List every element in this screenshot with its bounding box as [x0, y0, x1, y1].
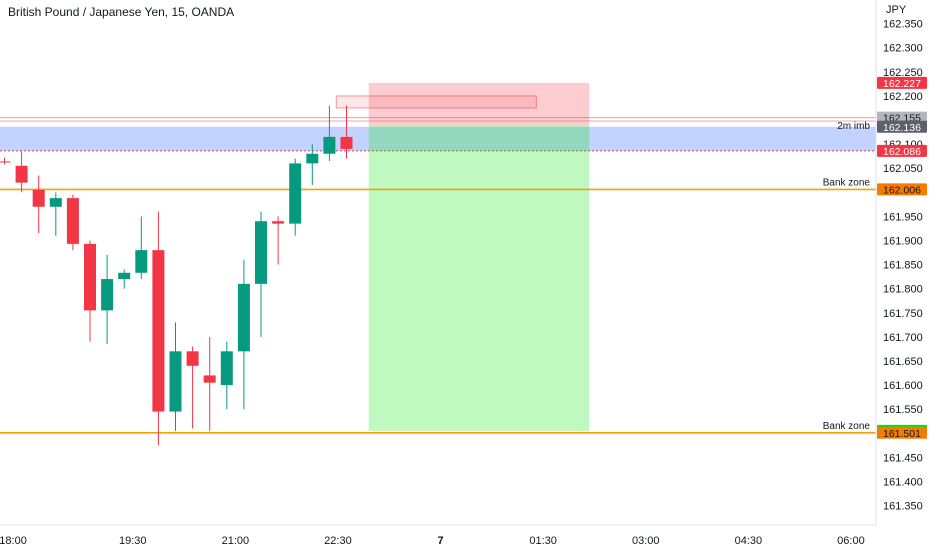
candle-body [237, 283, 250, 352]
y-tick-label: 161.800 [883, 284, 923, 296]
x-tick-label: 21:00 [222, 535, 250, 547]
y-tick-label: 161.400 [883, 476, 923, 488]
price-tag [877, 144, 927, 157]
price-tag [877, 76, 927, 89]
stop-loss-zone[interactable] [368, 82, 590, 126]
imbalance-label: 2m imb [837, 121, 870, 132]
candle-body [84, 243, 96, 311]
bank-zone-label-2: Bank zone [823, 421, 871, 432]
candle-body [220, 351, 233, 386]
x-tick-label: 7 [437, 535, 443, 547]
candle-body [272, 221, 285, 224]
y-tick-label: 161.650 [883, 356, 923, 368]
candle-body [289, 163, 302, 224]
price-tag [877, 120, 927, 133]
y-tick-label: 161.750 [883, 308, 923, 320]
y-tick-label: 161.350 [883, 501, 923, 513]
price-axis[interactable] [876, 0, 932, 550]
y-tick-label: 161.700 [883, 332, 923, 344]
candle-body [186, 351, 199, 366]
imbalance-zone [0, 126, 876, 151]
y-tick-label: 162.300 [883, 43, 923, 55]
y-tick-label: 161.600 [883, 380, 923, 392]
candle-body [66, 198, 79, 244]
y-tick-label: 161.850 [883, 260, 923, 272]
price-tag [877, 183, 927, 196]
take-profit-zone[interactable] [368, 125, 590, 431]
x-tick-label: 04:30 [735, 535, 763, 547]
candle-body [101, 279, 114, 311]
candle-body [203, 375, 216, 383]
y-tick-label: 162.050 [883, 163, 923, 175]
y-tick-label: 161.900 [883, 235, 923, 247]
price-tag-label: 162.086 [883, 146, 921, 158]
candle-body [306, 153, 319, 164]
price-tag-label: 162.227 [883, 78, 921, 90]
y-tick-label: 162.250 [883, 67, 923, 79]
price-tag-label: 162.136 [883, 122, 921, 134]
x-tick-label: 03:00 [632, 535, 660, 547]
y-tick-label: 161.550 [883, 404, 923, 416]
x-tick-label: 06:00 [837, 535, 865, 547]
bank-zone-label-1: Bank zone [823, 177, 871, 188]
candle-body [169, 351, 182, 412]
candle-body [15, 165, 28, 183]
y-tick-label: 161.950 [883, 211, 923, 223]
candle-body [340, 136, 353, 149]
candle-body [323, 136, 336, 154]
drawn-rectangle[interactable] [335, 95, 537, 109]
price-tag-label: 162.006 [883, 184, 921, 196]
y-tick-label: 162.200 [883, 91, 923, 103]
candle-body [118, 272, 131, 280]
price-tag [877, 111, 927, 124]
candle-body [152, 250, 165, 412]
x-tick-label: 18:00 [0, 535, 27, 547]
currency-label: JPY [886, 4, 907, 16]
x-tick-label: 19:30 [119, 535, 147, 547]
x-tick-label: 22:30 [324, 535, 352, 547]
candle-body [0, 161, 11, 163]
candle-body [255, 221, 267, 284]
x-tick-label: 01:30 [529, 535, 557, 547]
candle-body [32, 189, 45, 207]
price-tag-label: 161.501 [883, 428, 921, 440]
y-tick-label: 162.350 [883, 19, 923, 31]
price-tag [877, 426, 927, 439]
chart-title: British Pound / Japanese Yen, 15, OANDA [8, 5, 235, 19]
y-tick-label: 161.450 [883, 452, 923, 464]
candle-body [49, 198, 62, 207]
candle-body [135, 250, 148, 273]
